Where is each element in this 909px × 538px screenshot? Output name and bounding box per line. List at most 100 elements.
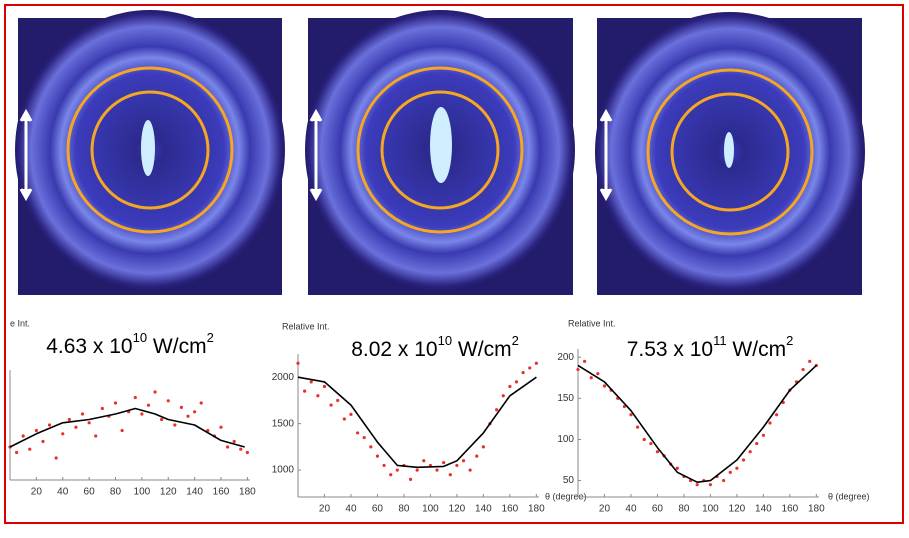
data-point [382,463,386,468]
x-tick-label: 160 [782,504,799,515]
data-point [316,394,320,398]
data-point [649,441,653,446]
data-point [622,404,626,409]
data-point [435,468,439,472]
data-point [801,367,805,372]
x-tick-label: 80 [678,504,690,515]
data-point [47,423,52,427]
y-tick-label: 100 [557,434,574,445]
y-tick-label: 200 [557,352,574,363]
data-point [87,421,91,425]
data-point [589,376,593,380]
title-part: 4.63 x 10 [46,335,132,358]
data-point [481,445,485,449]
plot-title: 4.63 x 1010 W/cm2 [46,330,214,357]
data-point [583,359,587,363]
x-tick-label: 60 [652,504,664,515]
data-point [735,466,739,470]
data-point [508,384,512,389]
data-point [602,384,607,388]
data-point [28,447,32,451]
data-point [74,425,78,429]
x-tick-label: 140 [186,487,203,498]
data-point [722,478,726,483]
data-point [748,450,752,454]
data-point [342,417,346,421]
data-point [448,473,452,477]
x-tick-label: 100 [702,504,719,515]
data-point [442,461,446,465]
title-part: 2 [512,333,519,348]
data-point [225,445,230,449]
y-tick-label: 1500 [272,418,295,429]
x-tick-label: 180 [528,504,545,515]
data-point [336,398,340,403]
data-point [153,390,157,394]
x-tick-label: 40 [345,504,357,515]
fit-line [297,376,537,469]
title-part: 10 [133,330,147,345]
data-point [708,483,713,487]
title-part: 8.02 x 10 [351,338,437,361]
data-point [768,421,772,425]
title-part: 11 [713,333,727,348]
data-point [303,389,307,393]
title-part: 7.53 x 10 [627,338,713,361]
data-point [67,417,71,422]
data-point [655,450,660,454]
x-tick-label: 120 [729,504,746,515]
y-tick-label: 50 [563,475,575,486]
title-part: 2 [786,333,793,348]
data-point [755,441,759,446]
data-point [349,412,353,416]
data-point [741,458,746,462]
data-point [521,370,525,375]
data-point [355,431,360,435]
data-point [528,366,532,370]
data-point [375,454,380,458]
data-point [501,394,505,398]
x-tick-label: 120 [160,487,177,498]
data-point [179,405,184,409]
x-tick-label: 20 [599,504,611,515]
data-point [113,401,118,405]
data-point [61,432,65,436]
data-point [642,437,646,442]
data-point [199,401,203,405]
x-tick-label: 140 [475,504,492,515]
data-point [362,435,366,440]
data-point [140,412,144,416]
x-tick-label: 60 [84,487,96,498]
data-point [296,361,300,365]
data-point [808,359,812,363]
y-tick-label: 1000 [272,465,295,476]
data-point [80,412,85,416]
frame [4,4,904,524]
plot-title: 8.02 x 1010 W/cm2 [351,333,519,360]
x-tick-label: 80 [110,487,122,498]
data-point [173,423,177,427]
image-2 [305,10,575,295]
data-point [245,450,249,455]
data-point [475,454,479,458]
data-point [54,456,58,460]
data-point [133,395,137,400]
plot-title: 7.53 x 1011 W/cm2 [627,333,794,360]
data-point [775,413,779,417]
data-point [34,428,38,433]
data-point [415,468,419,472]
fit-line [577,364,817,483]
x-tick-label: 100 [422,504,439,515]
data-point [100,406,104,411]
data-point [160,417,164,422]
fit-line [9,407,245,448]
x-tick-label: 160 [502,504,519,515]
x-tick-label: 140 [755,504,772,515]
x-tick-label: 180 [239,487,256,498]
data-point [675,466,679,470]
data-point [232,439,236,444]
x-tick-label: 20 [31,487,43,498]
data-point [206,428,210,433]
data-point [21,434,25,438]
